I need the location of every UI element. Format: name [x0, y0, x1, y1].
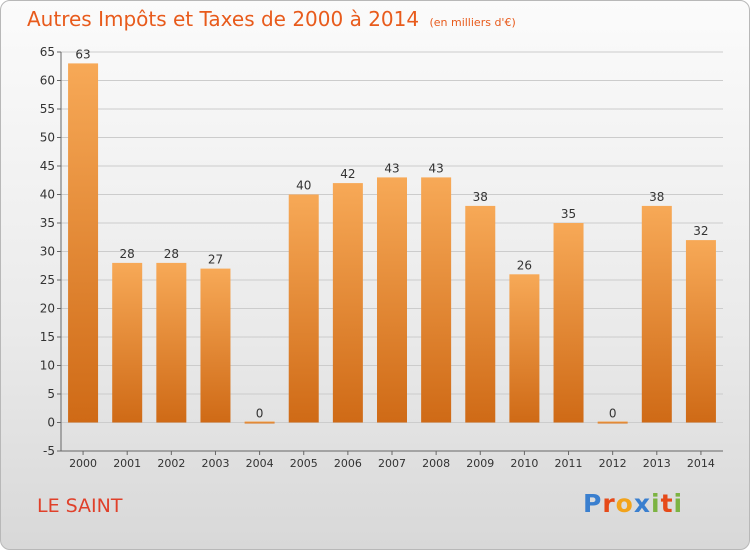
bar-2007	[377, 177, 407, 423]
title-unit: (en milliers d'€)	[429, 16, 516, 29]
y-tick-label: 5	[47, 387, 55, 401]
bar-2002	[156, 262, 187, 423]
x-tick-label: 2005	[290, 457, 318, 470]
y-tick-label: 45	[40, 159, 55, 173]
value-label-2009: 38	[473, 190, 488, 204]
x-tick-label: 2004	[246, 457, 274, 470]
y-tick-label: 30	[40, 245, 55, 259]
bar-2001	[112, 262, 143, 423]
y-tick-label: 15	[40, 330, 55, 344]
y-tick-label: 60	[40, 74, 55, 88]
x-tick-label: 2012	[599, 457, 627, 470]
x-tick-label: 2013	[643, 457, 671, 470]
x-tick-label: 2003	[201, 457, 229, 470]
bar-2004	[244, 421, 275, 424]
y-tick-label: 35	[40, 216, 55, 230]
y-tick-label: 20	[40, 302, 55, 316]
bar-2003	[200, 268, 231, 423]
proxiti-logo: Proxiti	[583, 489, 683, 518]
y-tick-label: -5	[43, 444, 55, 458]
x-tick-label: 2014	[687, 457, 715, 470]
bar-2005	[288, 194, 319, 423]
bar-2013	[641, 205, 672, 423]
logo-letter: o	[615, 489, 634, 518]
value-label-2007: 43	[384, 161, 399, 175]
logo-letter: i	[673, 489, 684, 518]
logo-letter: P	[583, 489, 603, 518]
bar-2009	[465, 205, 496, 423]
x-tick-label: 2010	[510, 457, 538, 470]
y-tick-label: 10	[40, 359, 55, 373]
bar-2008	[421, 177, 452, 423]
value-label-2012: 0	[609, 407, 617, 421]
x-tick-label: 2006	[334, 457, 362, 470]
logo-letter: r	[602, 489, 616, 518]
chart-title: Autres Impôts et Taxes de 2000 à 2014 (e…	[27, 7, 516, 31]
bar-2014	[685, 240, 716, 423]
value-label-2005: 40	[296, 179, 311, 193]
y-tick-label: 0	[47, 416, 55, 430]
bar-2010	[509, 274, 540, 423]
y-tick-label: 50	[40, 131, 55, 145]
value-label-2010: 26	[517, 258, 532, 272]
x-tick-label: 2000	[69, 457, 97, 470]
y-tick-label: 40	[40, 188, 55, 202]
value-label-2004: 0	[256, 407, 264, 421]
y-tick-label: 25	[40, 273, 55, 287]
y-tick-label: 65	[40, 45, 55, 59]
logo-letter: x	[633, 489, 651, 518]
place-name: LE SAINT	[37, 495, 123, 517]
label-layer: 63 28 28 27 0 40 42 43 43 38 26 35 0 38 32	[75, 47, 708, 420]
axis-layer: -5 0 5 10 15 20 25 30 35 40 45 50 55 60 65 2000 2001 2002…	[40, 45, 723, 470]
bar-layer	[68, 63, 716, 424]
value-label-2000: 63	[75, 47, 90, 61]
value-label-2013: 38	[649, 190, 664, 204]
logo-letter: i	[651, 489, 661, 518]
x-tick-label: 2007	[378, 457, 406, 470]
value-label-2014: 32	[693, 224, 708, 238]
x-tick-label: 2001	[113, 457, 141, 470]
y-tick-label: 55	[40, 102, 55, 116]
bar-2011	[553, 223, 584, 423]
value-label-2006: 42	[340, 167, 355, 181]
value-label-2001: 28	[120, 247, 135, 261]
value-label-2002: 28	[164, 247, 179, 261]
x-tick-label: 2011	[555, 457, 583, 470]
bar-2006	[332, 183, 363, 423]
title-text: Autres Impôts et Taxes de 2000 à 2014	[27, 7, 420, 31]
x-tick-label: 2008	[422, 457, 450, 470]
logo-letter: t	[660, 489, 674, 518]
value-label-2011: 35	[561, 207, 576, 221]
value-label-2008: 43	[428, 161, 443, 175]
bar-2012	[597, 421, 628, 424]
x-tick-label: 2002	[157, 457, 185, 470]
x-tick-label: 2009	[466, 457, 494, 470]
bar-2000	[68, 63, 99, 423]
value-label-2003: 27	[208, 253, 223, 267]
